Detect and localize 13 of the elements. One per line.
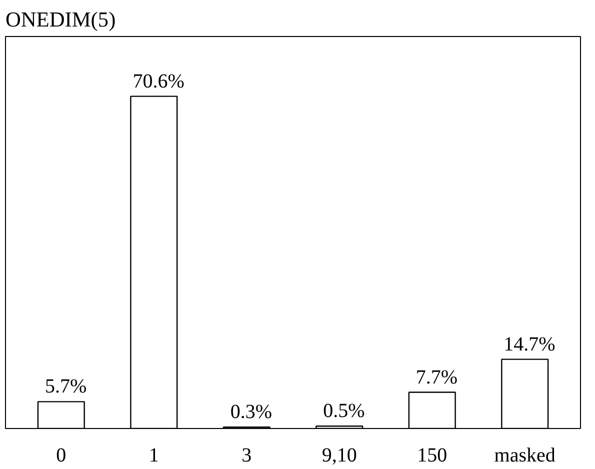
data-label: 0.5% <box>323 400 365 422</box>
data-label: 70.6% <box>132 70 184 92</box>
x-tick-label: masked <box>494 444 556 466</box>
x-tick-label: 150 <box>417 444 448 466</box>
data-label: 7.7% <box>416 366 458 388</box>
x-tick-label: 3 <box>242 444 252 466</box>
data-label: 5.7% <box>44 376 87 398</box>
data-label: 14.7% <box>504 333 556 356</box>
x-tick-label: 0 <box>56 444 66 466</box>
x-tick-label: 1 <box>148 444 159 466</box>
data-label: 0.3% <box>230 401 272 424</box>
x-tick-label: 9,10 <box>322 444 357 466</box>
chart-title: ONEDIM(5) <box>6 8 116 32</box>
